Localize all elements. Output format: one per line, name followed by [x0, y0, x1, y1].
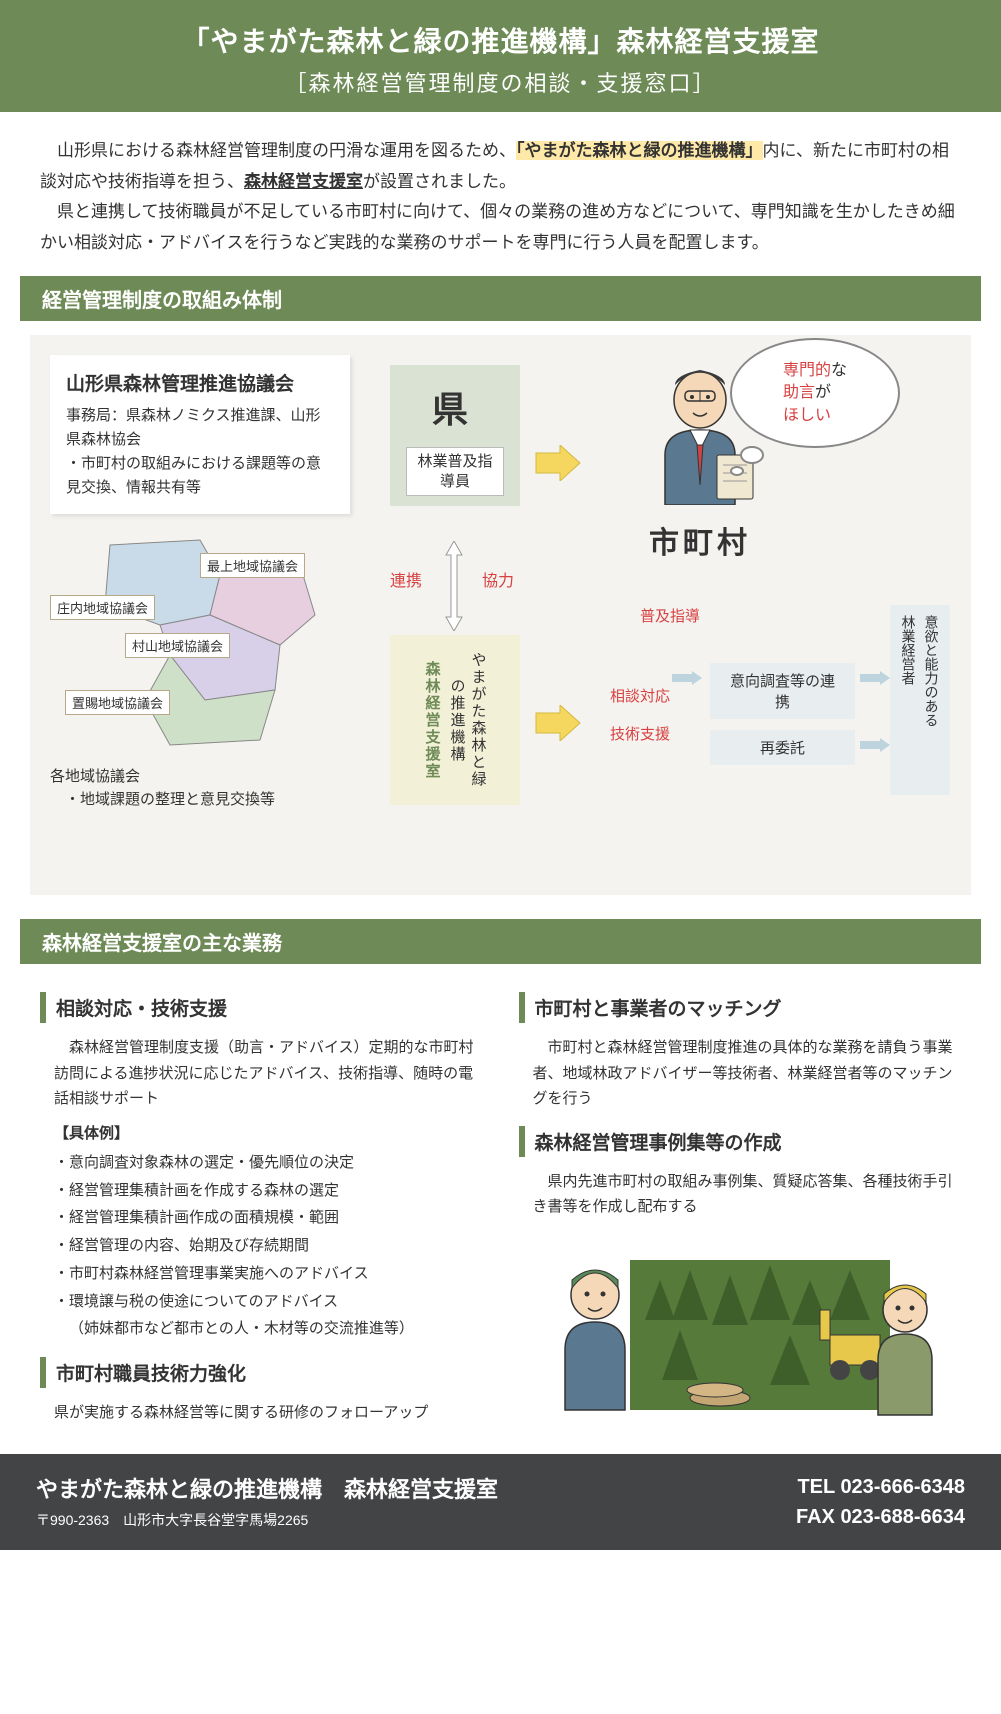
arrow-right-icon — [534, 445, 582, 481]
arrow-right-small-icon — [860, 671, 890, 685]
support-office-box: 森林経営支援室 やまがた森林と緑の推進機構 — [390, 635, 520, 805]
intro-p1-post: が設置されました。 — [363, 172, 516, 191]
support-office-green: 森林経営支援室 — [422, 647, 443, 793]
intro-p2: 県と連携して技術職員が不足している市町村に向けて、個々の業務の進め方などについて… — [40, 197, 961, 258]
map-note-text: ・地域課題の整理と意見交換等 — [50, 789, 350, 812]
forestry-illustration — [519, 1240, 962, 1435]
region-label-murayama: 村山地域協議会 — [125, 633, 230, 658]
operator-label-1: 意欲と能力のある — [922, 605, 942, 795]
footer-bar: やまがた森林と緑の推進機構 森林経営支援室 〒990-2363 山形市大字長谷堂… — [0, 1454, 1001, 1550]
biz-text-consult: 森林経営管理制度支援（助言・アドバイス）定期的な市町村訪問による進捗状況に応じた… — [40, 1035, 483, 1112]
thought-txt-1: な — [831, 362, 847, 379]
map-note-title: 各地域協議会 — [50, 766, 350, 789]
thought-txt-2: が — [815, 384, 831, 401]
biz-li-6: 環境譲与税の使途についてのアドバイス — [54, 1288, 483, 1316]
business-col-right: 市町村と事業者のマッチング 市町村と森林経営管理制度推進の具体的な業務を請負う事… — [519, 978, 962, 1435]
biz-heading-training: 市町村職員技術力強化 — [40, 1357, 483, 1388]
intro-highlight-2: 森林経営支援室 — [244, 172, 363, 191]
region-label-shonai: 庄内地域協議会 — [50, 595, 155, 620]
council-p1: 事務局：県森林ノミクス推進課、山形県森林協会 — [66, 404, 334, 452]
intro-p1-pre: 山形県における森林経営管理制度の円滑な運用を図るため、 — [40, 141, 516, 160]
map-area: 最上地域協議会 庄内地域協議会 村山地域協議会 置賜地域協議会 各地域協議会 ・… — [50, 535, 350, 795]
support-office-org: やまがた森林と緑の推進機構 — [447, 647, 489, 793]
biz-heading-matching: 市町村と事業者のマッチング — [519, 992, 962, 1023]
region-label-okitama: 置賜地域協議会 — [65, 690, 170, 715]
forestry-instructor-label: 林業普及指導員 — [406, 447, 504, 496]
biz-li-1: 意向調査対象森林の選定・優先順位の決定 — [54, 1149, 483, 1177]
biz-li-3: 経営管理集積計画作成の面積規模・範囲 — [54, 1204, 483, 1232]
map-note: 各地域協議会 ・地域課題の整理と意見交換等 — [50, 766, 350, 811]
forestry-scene-icon — [540, 1240, 940, 1430]
intro-text: 山形県における森林経営管理制度の円滑な運用を図るため、「やまがた森林と緑の推進機… — [0, 112, 1001, 276]
biz-li-5: 市町村森林経営管理事業実施へのアドバイス — [54, 1260, 483, 1288]
business-columns: 相談対応・技術支援 森林経営管理制度支援（助言・アドバイス）定期的な市町村訪問に… — [0, 978, 1001, 1453]
red-label-2: 相談対応 — [610, 685, 670, 706]
prefecture-box: 県 林業普及指導員 — [390, 365, 520, 506]
section-title-2: 森林経営支援室の主な業務 — [20, 919, 981, 964]
biz-li-6b: （姉妹都市など都市との人・木材等の交流推進等） — [54, 1315, 483, 1343]
red-label-3: 技術支援 — [610, 723, 670, 744]
municipality-label: 市町村 — [590, 518, 810, 562]
flow-box-2: 再委託 — [710, 730, 855, 765]
biz-li-4: 経営管理の内容、始期及び存続期間 — [54, 1232, 483, 1260]
header-banner: 「やまがた森林と緑の推進機構」森林経営支援室 ［森林経営管理制度の相談・支援窓口… — [0, 0, 1001, 112]
thought-red-1: 専門的 — [783, 362, 831, 379]
red-label-1: 普及指導 — [640, 605, 700, 626]
council-title: 山形県森林管理推進協議会 — [66, 369, 334, 396]
biz-text-cases: 県内先進市町村の取組み事例集、質疑応答集、各種技術手引き書等を作成し配布する — [519, 1169, 962, 1220]
double-arrow-icon — [444, 541, 464, 631]
business-col-left: 相談対応・技術支援 森林経営管理制度支援（助言・アドバイス）定期的な市町村訪問に… — [40, 978, 483, 1435]
header-title: 「やまがた森林と緑の推進機構」森林経営支援室 — [10, 20, 991, 60]
thought-red-2: 助言 — [783, 384, 815, 401]
footer-right: TEL 023-666-6348 FAX 023-688-6634 — [796, 1472, 965, 1532]
footer-org: やまがた森林と緑の推進機構 森林経営支援室 — [36, 1472, 498, 1504]
operator-label-2: 林業経営者 — [899, 605, 919, 795]
region-label-mogami: 最上地域協議会 — [200, 553, 305, 578]
cooperation-label-2: 協力 — [482, 567, 514, 591]
thought-red-3: ほしい — [783, 407, 831, 424]
flow-box-1: 意向調査等の連携 — [710, 663, 855, 719]
footer-address: 〒990-2363 山形市大字長谷堂字馬場2265 — [36, 1510, 498, 1530]
arrow-right-small-icon — [860, 738, 890, 752]
cooperation-label-1: 連携 — [390, 567, 422, 591]
council-p2: ・市町村の取組みにおける課題等の意見交換、情報共有等 — [66, 452, 334, 500]
biz-example-list: 意向調査対象森林の選定・優先順位の決定 経営管理集積計画を作成する森林の選定 経… — [40, 1149, 483, 1343]
header-subtitle: ［森林経営管理制度の相談・支援窓口］ — [10, 66, 991, 98]
biz-li-2: 経営管理集積計画を作成する森林の選定 — [54, 1177, 483, 1205]
biz-text-matching: 市町村と森林経営管理制度推進の具体的な業務を請負う事業者、地域林政アドバイザー等… — [519, 1035, 962, 1112]
biz-heading-cases: 森林経営管理事例集等の作成 — [519, 1126, 962, 1157]
intro-highlight-1: 「やまがた森林と緑の推進機構」 — [516, 141, 763, 160]
section-title-1: 経営管理制度の取組み体制 — [20, 276, 981, 321]
biz-text-training: 県が実施する森林経営等に関する研修のフォローアップ — [40, 1400, 483, 1426]
arrow-right-small-icon — [672, 671, 702, 685]
footer-fax: FAX 023-688-6634 — [796, 1502, 965, 1532]
footer-left: やまがた森林と緑の推進機構 森林経営支援室 〒990-2363 山形市大字長谷堂… — [36, 1472, 498, 1530]
council-box: 山形県森林管理推進協議会 事務局：県森林ノミクス推進課、山形県森林協会 ・市町村… — [50, 355, 350, 514]
biz-heading-consult: 相談対応・技術支援 — [40, 992, 483, 1023]
prefecture-label: 県 — [398, 381, 512, 433]
operator-box: 林業経営者 意欲と能力のある — [890, 605, 950, 795]
biz-sub-examples: 【具体例】 — [40, 1122, 483, 1143]
structure-diagram: 山形県森林管理推進協議会 事務局：県森林ノミクス推進課、山形県森林協会 ・市町村… — [30, 335, 971, 895]
arrow-right-icon — [534, 705, 582, 741]
thought-bubble: 専門的な 助言が ほしい — [730, 338, 920, 468]
footer-tel: TEL 023-666-6348 — [796, 1472, 965, 1502]
